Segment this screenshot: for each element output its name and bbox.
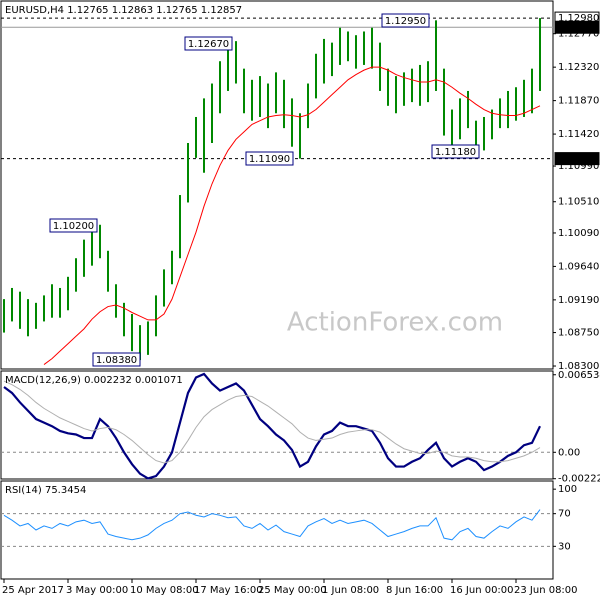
x-tick-label: 3 May 00:00 <box>66 585 128 596</box>
x-tick-label: 23 Jun 08:00 <box>514 585 578 596</box>
y-tick-label: 0.006534 <box>558 370 600 381</box>
annotation-box <box>381 13 430 28</box>
annotation: 1.12670 <box>188 39 229 50</box>
y-tick-label: 1.09640 <box>558 261 599 272</box>
y-tick-label: 1.12320 <box>558 62 599 73</box>
annotation: 1.08380 <box>96 355 137 366</box>
annotation-box <box>431 144 480 159</box>
y-tick-label: 1.09190 <box>558 295 599 306</box>
y-tick-label: 1.11420 <box>558 129 599 140</box>
price-label: 1.12980 <box>558 13 599 24</box>
annotation-box <box>49 218 98 233</box>
indicator-line <box>3 509 541 541</box>
indicator-line <box>3 380 541 464</box>
x-tick-label: 16 Jun 00:00 <box>450 585 514 596</box>
y-tick-label: 1.08750 <box>558 328 599 339</box>
x-tick-label: 10 May 08:00 <box>130 585 199 596</box>
x-tick-label: 17 May 16:00 <box>194 585 263 596</box>
x-tick-label: 1 Jun 08:00 <box>322 585 379 596</box>
annotation-box <box>245 151 294 166</box>
y-tick-label: -0.002226 <box>558 474 600 485</box>
price-label: 1.12857 <box>558 22 599 33</box>
y-tick-label: 0.00 <box>558 447 580 458</box>
y-tick-label: 1.10510 <box>558 197 599 208</box>
watermark: ActionForex.com <box>287 308 503 338</box>
x-tick-label: 25 Apr 2017 <box>2 585 64 596</box>
y-tick-label: 1.12770 <box>558 29 599 40</box>
annotation-box <box>92 352 141 367</box>
panel-border <box>0 480 554 580</box>
price-label: 1.11090 <box>558 154 599 165</box>
panel-title: RSI(14) 75.3454 <box>5 485 86 496</box>
x-tick-label: 8 Jun 16:00 <box>386 585 443 596</box>
y-tick-label: 70 <box>558 509 571 520</box>
panel-title: EURUSD,H4 1.12765 1.12863 1.12765 1.1285… <box>5 5 242 16</box>
y-tick-label: 1.08300 <box>558 361 599 372</box>
price-label-box <box>554 20 600 34</box>
y-tick-label: 1.10090 <box>558 228 599 239</box>
annotation: 1.10200 <box>53 221 94 232</box>
annotation-box <box>184 36 233 51</box>
annotation: 1.11090 <box>249 154 290 165</box>
panel-border <box>0 370 554 480</box>
panel-border <box>0 0 554 370</box>
y-tick-label: 1.11870 <box>558 96 599 107</box>
annotation: 1.11180 <box>435 147 476 158</box>
indicator-line <box>3 372 541 480</box>
price-label-box <box>554 152 600 166</box>
x-tick-label: 25 May 00:00 <box>258 585 327 596</box>
y-tick-label: 1.10990 <box>558 161 599 172</box>
annotation: 1.12950 <box>385 16 426 27</box>
y-tick-label: 30 <box>558 541 571 552</box>
panel-title: MACD(12,26,9) 0.002232 0.001071 <box>5 375 183 386</box>
moving-average <box>43 66 541 365</box>
y-tick-label: 100 <box>558 484 577 495</box>
